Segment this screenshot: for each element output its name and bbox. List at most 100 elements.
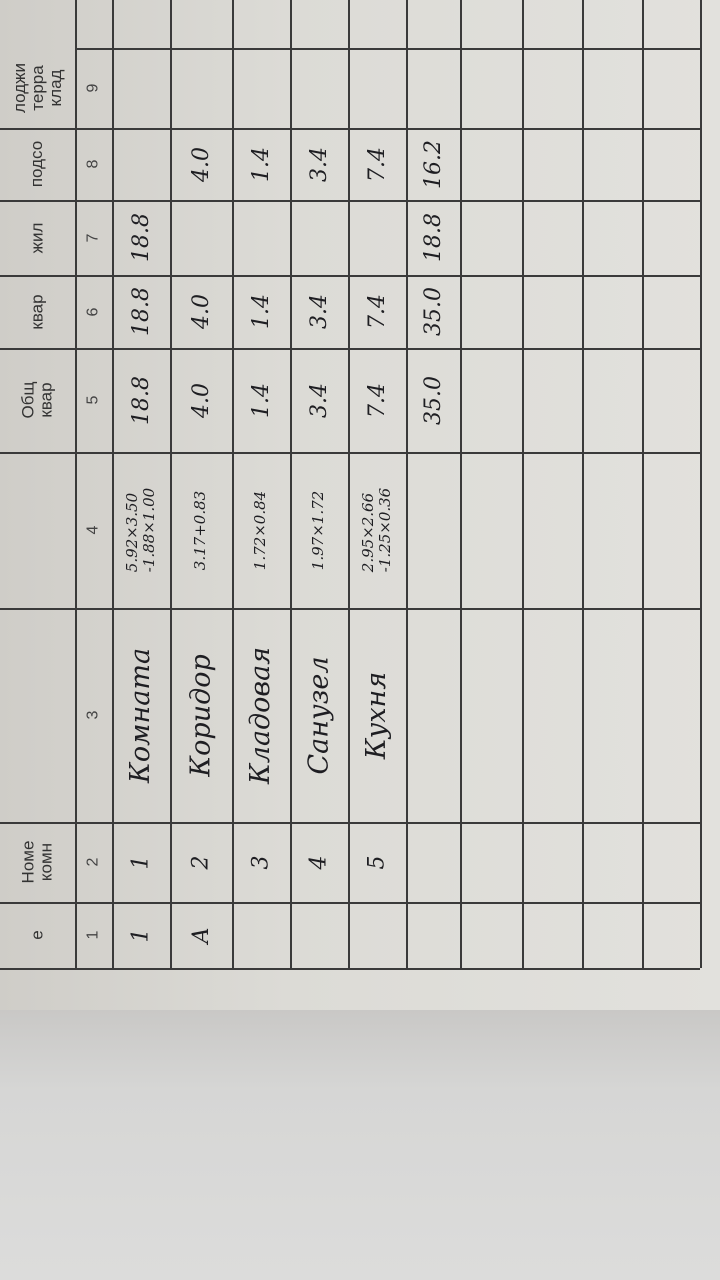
apartment-area-sum-text: 35.0 (420, 287, 446, 336)
document-page (0, 0, 720, 1010)
header-col5: Общ квар (0, 348, 75, 452)
cell-room-number-text: 1 (128, 855, 154, 869)
grid-line (112, 0, 114, 968)
header-col9-text: лоджи терра клад (9, 63, 65, 113)
column-number: 3 (75, 608, 112, 822)
cell-room-name: Санузел (290, 608, 348, 822)
cell-auxiliary-area-text: 4.0 (188, 146, 214, 182)
cell-litera: 1 (112, 902, 170, 968)
cell-room-number-text: 2 (188, 855, 214, 869)
header-col9: лоджи терра клад (0, 48, 75, 128)
grid-line (0, 200, 700, 202)
cell-room-name: Кладовая (232, 608, 290, 822)
cell-room-name-text: Коридор (185, 653, 217, 777)
grid-line (0, 452, 700, 454)
cell-formula-text: 2.95×2.66 -1.25×0.36 (359, 487, 394, 573)
header-col8: подсо (0, 128, 75, 200)
header-col1-text: е (27, 930, 47, 940)
cell-auxiliary-area-text: 1.4 (248, 146, 274, 182)
grid-line (700, 0, 702, 968)
cell-living-area (290, 200, 348, 275)
cell-room-name-text: Кладовая (245, 646, 277, 784)
cell-living-area (232, 200, 290, 275)
cell-litera (290, 902, 348, 968)
cell-living-area (170, 200, 232, 275)
cell-formula-text: 1.72×0.84 (251, 490, 270, 570)
cell-apartment-area: 1.4 (232, 275, 290, 348)
cell-formula: 1.97×1.72 (290, 452, 348, 608)
cell-living-area: 18.8 (112, 200, 170, 275)
column-number-text: 8 (84, 159, 102, 169)
column-number: 5 (75, 348, 112, 452)
header-col2-text: Номе комн (18, 840, 56, 884)
living-area-sum: 18.8 (406, 200, 460, 275)
cell-formula-text: 5.92×3.50 -1.88×1.00 (123, 487, 158, 573)
grid-line (582, 0, 584, 968)
grid-line (0, 822, 700, 824)
cell-auxiliary-area: 7.4 (348, 128, 406, 200)
cell-room-number: 2 (170, 822, 232, 902)
column-number-text: 2 (84, 857, 102, 867)
header-col2: Номе комн (0, 822, 75, 902)
grid-line (0, 902, 700, 904)
cell-auxiliary-area: 4.0 (170, 128, 232, 200)
cell-total-area-text: 3.4 (306, 382, 332, 418)
header-col6-text: квар (27, 293, 47, 330)
cell-total-area: 4.0 (170, 348, 232, 452)
cell-apartment-area: 7.4 (348, 275, 406, 348)
cell-total-area-text: 1.4 (248, 382, 274, 418)
grid-line (642, 0, 644, 968)
cell-apartment-area-text: 4.0 (188, 294, 214, 329)
column-number-text: 5 (84, 395, 102, 405)
grid-line (232, 0, 234, 968)
cell-room-name: Кухня (348, 608, 406, 822)
total-area-sum: 35.0 (406, 348, 460, 452)
column-number-text: 4 (84, 525, 102, 535)
cell-formula-text: 3.17+0.83 (191, 490, 210, 570)
header-col7-text: жил (27, 222, 47, 253)
grid-line (406, 0, 408, 968)
cell-litera: А (170, 902, 232, 968)
column-number: 7 (75, 200, 112, 275)
cell-total-area: 1.4 (232, 348, 290, 452)
cell-room-number: 5 (348, 822, 406, 902)
column-number: 6 (75, 275, 112, 348)
cell-litera (348, 902, 406, 968)
grid-line (460, 0, 462, 968)
cell-total-area: 3.4 (290, 348, 348, 452)
header-col7: жил (0, 200, 75, 275)
cell-room-number-text: 4 (306, 855, 332, 869)
cell-formula-text: 1.97×1.72 (309, 490, 328, 570)
header-col1: е (0, 902, 75, 968)
grid-line (0, 275, 700, 277)
column-number-text: 3 (84, 710, 102, 720)
cell-apartment-area-text: 1.4 (248, 294, 274, 329)
grid-line (75, 0, 77, 968)
cell-litera-text: 1 (128, 928, 154, 942)
apartment-area-sum: 35.0 (406, 275, 460, 348)
cell-formula: 3.17+0.83 (170, 452, 232, 608)
cell-total-area-text: 7.4 (364, 382, 390, 418)
header-col5-text: Общ квар (18, 381, 56, 419)
auxiliary-area-sum: 16.2 (406, 128, 460, 200)
cell-auxiliary-area-text: 7.4 (364, 146, 390, 182)
cell-formula: 5.92×3.50 -1.88×1.00 (112, 452, 170, 608)
cell-total-area-text: 4.0 (188, 382, 214, 418)
header-col6: квар (0, 275, 75, 348)
header-col8-text: подсо (27, 140, 47, 188)
column-number: 1 (75, 902, 112, 968)
cell-apartment-area: 18.8 (112, 275, 170, 348)
cell-auxiliary-area: 3.4 (290, 128, 348, 200)
cell-room-number: 4 (290, 822, 348, 902)
grid-line (0, 968, 700, 970)
living-area-sum-text: 18.8 (420, 213, 446, 262)
cell-room-number: 3 (232, 822, 290, 902)
cell-apartment-area-text: 18.8 (128, 287, 154, 336)
cell-formula: 1.72×0.84 (232, 452, 290, 608)
cell-formula: 2.95×2.66 -1.25×0.36 (348, 452, 406, 608)
grid-line (290, 0, 292, 968)
column-number-text: 9 (84, 83, 102, 93)
cell-room-name: Коридор (170, 608, 232, 822)
cell-total-area: 18.8 (112, 348, 170, 452)
column-number: 8 (75, 128, 112, 200)
